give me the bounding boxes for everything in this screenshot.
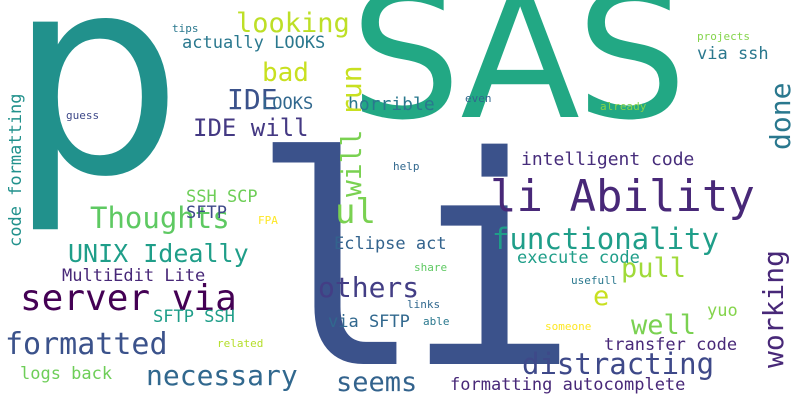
word-horrible: horrible — [348, 94, 435, 115]
word-working: working — [757, 249, 790, 368]
word-li: li — [250, 96, 579, 400]
word-even: even — [465, 92, 492, 105]
word-will: will — [335, 129, 368, 197]
word-actually-looks: actually LOOKS — [182, 33, 326, 53]
word-ide-will: IDE will — [193, 114, 309, 142]
word-others: others — [318, 271, 420, 304]
word-yuo: yuo — [707, 301, 738, 321]
word-multiedit-lite: MultiEdit Lite — [62, 266, 206, 286]
word-ssh-scp: SSH SCP — [186, 187, 258, 207]
word-looks: LOOKS — [262, 94, 314, 114]
word-usefull: usefull — [571, 274, 618, 287]
word-well: well — [631, 310, 697, 341]
word-eclipse-act: Eclipse act — [334, 234, 447, 254]
word-tips: tips — [172, 22, 199, 35]
word-sftp-ssh: SFTP SSH — [153, 307, 235, 327]
word-unix-ideally: UNIX Ideally — [68, 239, 249, 268]
word-fpa: FPA — [258, 214, 278, 227]
word-p: p — [8, 0, 183, 237]
word-logs-back: logs back — [20, 364, 113, 384]
word-done: done — [764, 82, 797, 150]
word-already: already — [600, 100, 647, 113]
word-help: help — [393, 160, 420, 173]
word-projects: projects — [697, 30, 750, 43]
word-thoughts: Thoughts — [90, 201, 230, 235]
word-links: links — [407, 298, 441, 311]
word-transfer-code: transfer code — [604, 335, 738, 355]
word-formatting-autocomplete: formatting autocomplete — [450, 375, 686, 395]
word-via-ssh: via ssh — [697, 44, 769, 64]
word-e: e — [593, 281, 610, 312]
word-ul: ul — [335, 192, 376, 232]
word-functionality: functionality — [492, 222, 719, 256]
word-related: related — [217, 337, 264, 350]
word-sas: SAS — [350, 0, 687, 159]
word-li-ability: li Ability — [490, 171, 755, 222]
word-code-formatting: code formatting — [6, 93, 26, 247]
word-execute-code: execute code — [517, 248, 640, 268]
word-intelligent-code: intelligent code — [521, 149, 695, 170]
word-guess: guess — [66, 109, 100, 122]
word-necessary: necessary — [146, 359, 298, 392]
word-someone: someone — [545, 320, 592, 333]
word-sftp: SFTP — [186, 203, 227, 223]
word-pull: pull — [621, 253, 687, 284]
word-ide: IDE — [227, 83, 278, 116]
word-server-via: server via — [20, 278, 237, 319]
word-seems: seems — [336, 367, 418, 398]
word-via-sftp: via SFTP — [328, 312, 410, 332]
word-run: run — [335, 65, 368, 116]
word-share: share — [414, 261, 448, 274]
word-looking: looking — [236, 8, 350, 39]
word-able: able — [423, 315, 450, 328]
word-distracting: distracting — [522, 347, 715, 381]
word-bad: bad — [262, 58, 309, 88]
word-formatted: formatted — [5, 327, 168, 362]
